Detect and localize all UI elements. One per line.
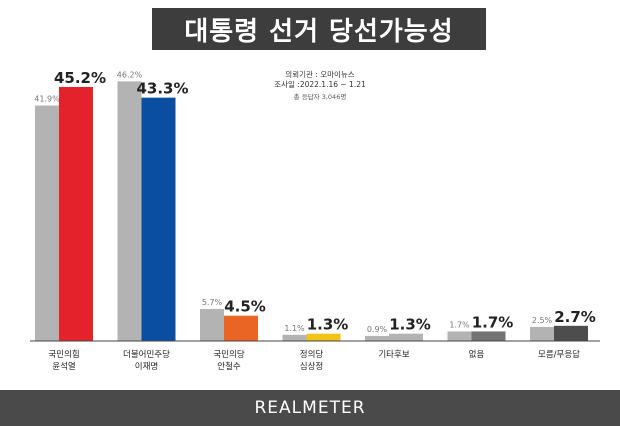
data-label-series2-1: 43.3% <box>136 80 188 98</box>
category-label-1-1: 이재명 <box>135 361 158 372</box>
category-label-1-0: 더불어민주당 <box>123 349 170 360</box>
data-label-series2-5: 1.7% <box>472 313 514 331</box>
data-label-series1-3: 1.1% <box>284 324 305 333</box>
category-label-3-0: 정의당 <box>300 349 324 360</box>
brand-logo: REALMETER <box>254 398 366 418</box>
category-label-2-0: 국민의당 <box>213 349 244 360</box>
category-label-0-1: 윤석열 <box>52 361 76 372</box>
category-label-3-1: 심상정 <box>300 361 323 372</box>
bar-series2-3 <box>306 333 341 341</box>
data-label-series1-0: 41.9% <box>34 95 60 104</box>
bar-series2-5 <box>471 331 506 341</box>
category-label-0-0: 국민의힘 <box>48 349 79 360</box>
category-label-5-0: 없음 <box>469 350 485 360</box>
bar-series1-5 <box>447 331 472 341</box>
data-label-series1-1: 46.2% <box>117 70 143 79</box>
bar-series1-3 <box>282 334 307 341</box>
bar-series1-0 <box>35 105 59 341</box>
data-label-series1-2: 5.7% <box>202 298 223 307</box>
data-label-series1-6: 2.5% <box>532 316 553 325</box>
survey-sample: 총 응답자 3,046명 <box>293 93 347 101</box>
category-label-2-1: 안철수 <box>217 361 241 372</box>
data-label-series2-3: 1.3% <box>307 316 349 334</box>
bar-series2-1 <box>141 97 176 342</box>
bar-series2-0 <box>59 86 93 341</box>
footer-bar: REALMETER <box>0 390 620 426</box>
category-label-6-0: 모름/무응답 <box>538 349 580 360</box>
data-label-series2-4: 1.3% <box>389 316 431 334</box>
bar-series2-4 <box>389 333 423 341</box>
bar-series2-6 <box>554 325 588 341</box>
data-label-series2-0: 45.2% <box>54 69 106 87</box>
survey-period: 조사일 :2022.1.16 ~ 1.21 <box>274 80 366 89</box>
chart-title: 대통령 선거 당선가능성 <box>152 8 486 50</box>
data-label-series2-6: 2.7% <box>554 308 596 326</box>
bar-series1-1 <box>117 81 142 341</box>
bar-series2-2 <box>224 315 258 341</box>
data-label-series1-4: 0.9% <box>367 325 388 334</box>
data-label-series1-5: 1.7% <box>449 320 470 329</box>
bar-series1-2 <box>200 308 224 341</box>
data-label-series2-2: 4.5% <box>224 298 266 316</box>
survey-agency: 의뢰기관 : 오마이뉴스 <box>285 70 355 79</box>
bar-series1-4 <box>365 335 389 341</box>
category-label-4-0: 기타후보 <box>378 350 409 360</box>
bar-series1-6 <box>530 326 554 341</box>
survey-info: 의뢰기관 : 오마이뉴스 조사일 :2022.1.16 ~ 1.21 총 응답자… <box>260 70 380 102</box>
